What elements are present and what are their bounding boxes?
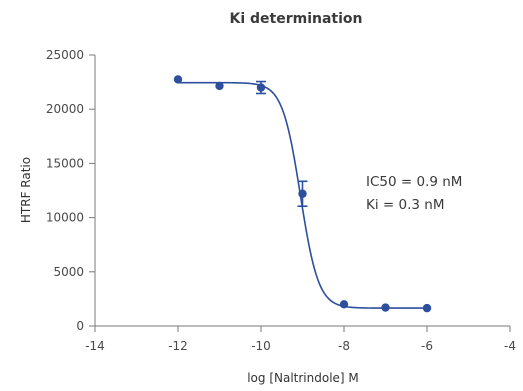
data-point [298, 189, 307, 198]
data-point [422, 303, 432, 313]
x-tick-label: -6 [421, 339, 433, 353]
x-tick-label: -12 [168, 339, 188, 353]
y-axis-title: HTRF Ratio [19, 157, 33, 223]
y-tick-label: 25000 [46, 48, 84, 62]
x-tick-label: -4 [504, 339, 516, 353]
data-point [215, 81, 224, 91]
x-tick-label: -8 [338, 339, 350, 353]
x-tick-label: -14 [85, 339, 105, 353]
data-points-layer [173, 75, 432, 313]
x-tick-label: -10 [251, 339, 271, 353]
y-tick-label: 0 [76, 319, 84, 333]
data-point [381, 303, 390, 312]
y-tick-label: 20000 [46, 102, 84, 116]
annotation-ic50: IC50 = 0.9 nM [366, 174, 462, 190]
data-point [173, 75, 183, 84]
chart-title: Ki determination [229, 11, 362, 27]
x-axis-title: log [Naltrindole] M [247, 371, 359, 385]
y-tick-label: 10000 [46, 211, 84, 225]
data-point [339, 300, 349, 309]
annotation-ki: Ki = 0.3 nM [366, 197, 444, 213]
y-tick-label: 15000 [46, 156, 84, 170]
data-point [256, 83, 266, 92]
axes: 0 5000 10000 15000 20000 25000 -14 -12 -10 -8 -6 -4 [46, 48, 516, 353]
y-tick-label: 5000 [53, 265, 84, 279]
